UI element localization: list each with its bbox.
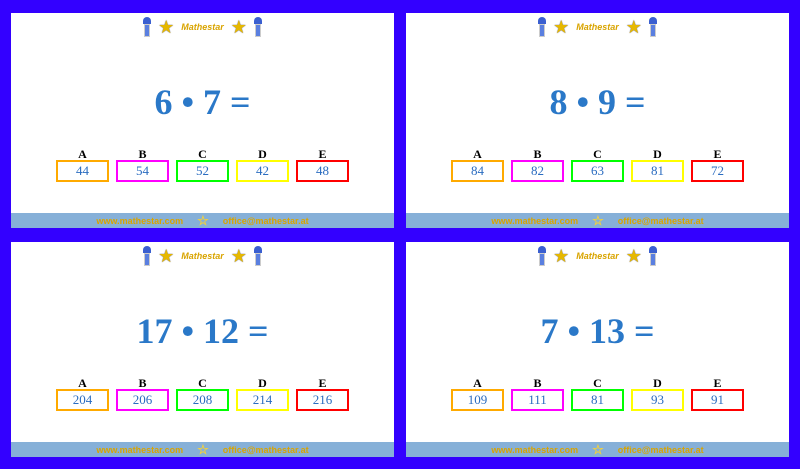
star-icon: ☆	[592, 441, 604, 457]
quiz-card: ★ Mathestar ★ 8 • 9 = A 84 B 82 C 63 D 81 E 7…	[406, 13, 789, 228]
answer-option[interactable]: 63	[571, 160, 624, 182]
wizard-icon	[251, 246, 265, 266]
mathestar-logo: ★ Mathestar ★	[406, 245, 789, 267]
option-letter: C	[198, 376, 207, 390]
star-icon: ★	[230, 246, 247, 266]
brand-name: Mathestar	[576, 251, 619, 261]
option-letter: B	[138, 147, 147, 161]
mathestar-logo: ★ Mathestar ★	[406, 16, 789, 38]
option-letter: C	[593, 147, 602, 161]
answer-option[interactable]: 54	[116, 160, 169, 182]
option-letter: E	[318, 376, 327, 390]
answer-option[interactable]: 84	[451, 160, 504, 182]
answer-option[interactable]: 111	[511, 389, 564, 411]
option-letter: E	[713, 376, 722, 390]
option-letter: B	[138, 376, 147, 390]
star-icon: ★	[553, 17, 570, 37]
wizard-icon	[140, 17, 154, 37]
website-link[interactable]: www.mathestar.com	[96, 444, 184, 455]
option-letter: A	[473, 376, 482, 390]
quiz-card: ★ Mathestar ★ 6 • 7 = A 44 B 54 C 52 D 42 E 4…	[11, 13, 394, 228]
email-link[interactable]: office@mathestar.at	[617, 444, 704, 455]
answer-option[interactable]: 52	[176, 160, 229, 182]
footer: www.mathestar.com ☆ office@mathestar.at	[11, 442, 394, 457]
answer-option[interactable]: 214	[236, 389, 289, 411]
answer-option[interactable]: 216	[296, 389, 349, 411]
quiz-card: ★ Mathestar ★ 17 • 12 = A 204 B 206 C 208 D …	[11, 242, 394, 457]
option-letter: B	[533, 376, 542, 390]
star-icon: ★	[158, 246, 175, 266]
website-link[interactable]: www.mathestar.com	[491, 215, 579, 226]
option-letter: E	[713, 147, 722, 161]
equation: 6 • 7 =	[154, 82, 251, 122]
answer-option[interactable]: 204	[56, 389, 109, 411]
brand-name: Mathestar	[181, 22, 224, 32]
option-letter: A	[78, 376, 87, 390]
brand-name: Mathestar	[181, 251, 224, 261]
star-icon: ☆	[197, 441, 209, 457]
star-icon: ☆	[592, 212, 604, 228]
answer-option[interactable]: 81	[571, 389, 624, 411]
equation: 7 • 13 =	[540, 311, 655, 351]
star-icon: ★	[553, 246, 570, 266]
footer: www.mathestar.com ☆ office@mathestar.at	[11, 213, 394, 228]
wizard-icon	[646, 246, 660, 266]
star-icon: ★	[230, 17, 247, 37]
star-icon: ★	[158, 17, 175, 37]
option-letter: D	[653, 376, 662, 390]
option-letter: D	[653, 147, 662, 161]
option-letter: D	[258, 147, 267, 161]
answer-option[interactable]: 109	[451, 389, 504, 411]
wizard-icon	[535, 17, 549, 37]
footer: www.mathestar.com ☆ office@mathestar.at	[406, 442, 789, 457]
answer-option[interactable]: 81	[631, 160, 684, 182]
answer-option[interactable]: 208	[176, 389, 229, 411]
answer-option[interactable]: 82	[511, 160, 564, 182]
email-link[interactable]: office@mathestar.at	[222, 444, 309, 455]
answer-option[interactable]: 42	[236, 160, 289, 182]
star-icon: ☆	[197, 212, 209, 228]
footer: www.mathestar.com ☆ office@mathestar.at	[406, 213, 789, 228]
email-link[interactable]: office@mathestar.at	[617, 215, 704, 226]
option-letter: A	[473, 147, 482, 161]
wizard-icon	[535, 246, 549, 266]
option-letter: E	[318, 147, 327, 161]
equation: 8 • 9 =	[549, 82, 646, 122]
option-letter: C	[198, 147, 207, 161]
answer-option[interactable]: 91	[691, 389, 744, 411]
mathestar-logo: ★ Mathestar ★	[11, 16, 394, 38]
brand-name: Mathestar	[576, 22, 619, 32]
wizard-icon	[251, 17, 265, 37]
quiz-card: ★ Mathestar ★ 7 • 13 = A 109 B 111 C 81 D 93…	[406, 242, 789, 457]
equation: 17 • 12 =	[136, 311, 269, 351]
email-link[interactable]: office@mathestar.at	[222, 215, 309, 226]
website-link[interactable]: www.mathestar.com	[96, 215, 184, 226]
answer-option[interactable]: 44	[56, 160, 109, 182]
website-link[interactable]: www.mathestar.com	[491, 444, 579, 455]
option-letter: B	[533, 147, 542, 161]
mathestar-logo: ★ Mathestar ★	[11, 245, 394, 267]
wizard-icon	[646, 17, 660, 37]
star-icon: ★	[625, 246, 642, 266]
wizard-icon	[140, 246, 154, 266]
star-icon: ★	[625, 17, 642, 37]
answer-option[interactable]: 93	[631, 389, 684, 411]
answer-option[interactable]: 72	[691, 160, 744, 182]
option-letter: C	[593, 376, 602, 390]
answer-option[interactable]: 48	[296, 160, 349, 182]
option-letter: D	[258, 376, 267, 390]
option-letter: A	[78, 147, 87, 161]
answer-option[interactable]: 206	[116, 389, 169, 411]
